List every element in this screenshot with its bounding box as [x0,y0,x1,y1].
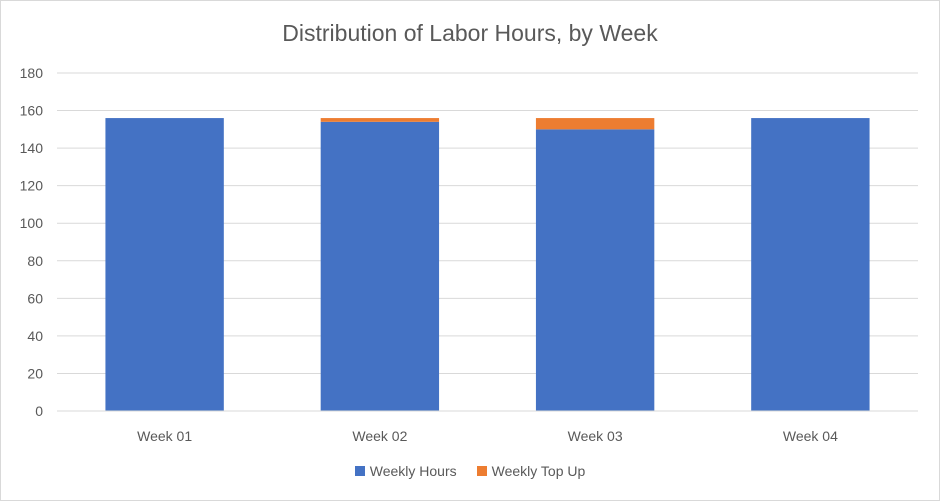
bar-weekly-hours-week-03 [535,129,655,412]
y-tick-label: 40 [27,328,43,344]
legend-label: Weekly Top Up [491,463,586,479]
y-tick-label: 120 [20,178,44,194]
y-tick-label: 100 [20,215,44,231]
bar-weekly-hours-week-01 [105,118,224,412]
y-tick-label: 20 [27,365,43,381]
bar-weekly-top-up-week-03 [535,118,655,130]
x-tick-label: Week 01 [137,428,192,444]
y-tick-label: 180 [20,65,44,81]
y-tick-label: 160 [20,103,44,119]
legend-swatch [354,466,365,476]
chart-title: Distribution of Labor Hours, by Week [282,20,658,46]
y-tick-label: 140 [20,140,44,156]
y-tick-label: 60 [27,290,43,306]
y-tick-label: 80 [27,253,43,269]
x-tick-label: Week 02 [352,428,407,444]
legend-item-weekly-top-up: Weekly Top Up [476,463,586,479]
chart-legend: Weekly Hours Weekly Top Up [1,463,939,479]
bar-weekly-hours-week-02 [320,121,440,412]
legend-label: Weekly Hours [369,463,457,479]
legend-swatch [476,466,487,476]
x-tick-label: Week 04 [783,428,838,444]
legend-item-weekly-hours: Weekly Hours [354,463,457,479]
y-tick-label: 0 [35,403,43,419]
x-tick-label: Week 03 [568,428,623,444]
bar-weekly-hours-week-04 [751,118,870,412]
bar-weekly-top-up-week-02 [320,118,440,122]
